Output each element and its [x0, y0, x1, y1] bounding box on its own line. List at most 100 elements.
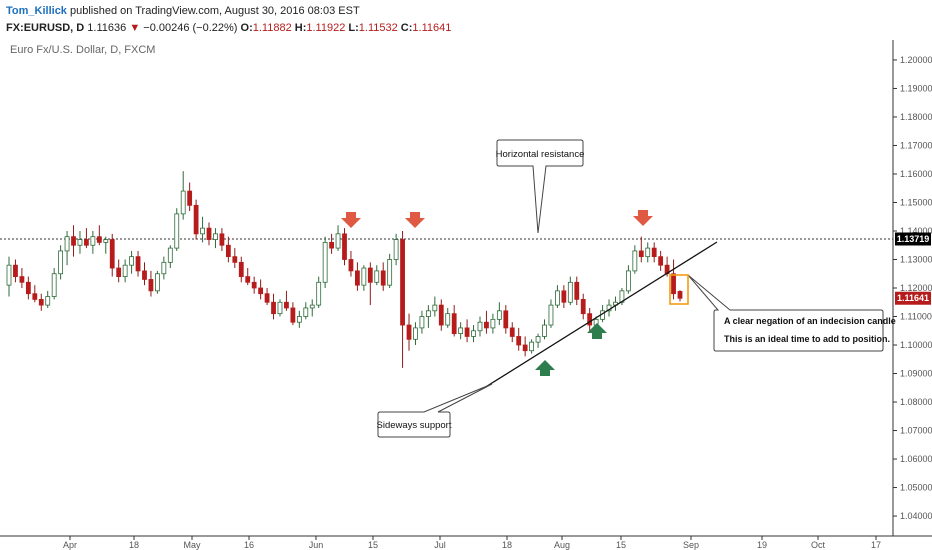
- candle-body[interactable]: [496, 310, 502, 320]
- candle-body[interactable]: [135, 256, 141, 272]
- candle-body[interactable]: [271, 301, 276, 315]
- candle-body[interactable]: [316, 281, 322, 306]
- candle-body[interactable]: [296, 316, 302, 323]
- candle-body[interactable]: [632, 250, 638, 272]
- candle-body[interactable]: [464, 327, 470, 337]
- candle-body[interactable]: [116, 267, 122, 277]
- candle-body[interactable]: [238, 261, 244, 277]
- candle-body[interactable]: [161, 261, 167, 275]
- candle-body[interactable]: [277, 301, 283, 315]
- candle-body[interactable]: [51, 273, 57, 297]
- candle-body[interactable]: [677, 291, 683, 299]
- candle-body[interactable]: [509, 327, 515, 337]
- candle-body[interactable]: [374, 270, 380, 283]
- trendline[interactable]: [483, 241, 718, 389]
- candle-body[interactable]: [406, 324, 412, 340]
- candle-body[interactable]: [32, 293, 38, 300]
- candle-body[interactable]: [45, 296, 51, 306]
- y-axis[interactable]: 1.20000 1.19000 1.18000 1.17000 1.16000 1.150…: [893, 55, 932, 521]
- x-axis[interactable]: Apr 18 May 16 Jun 15 Jul 18 Aug 15 Sep 19 Oct 17: [63, 536, 881, 550]
- candle-body[interactable]: [335, 233, 341, 249]
- candle-body[interactable]: [174, 213, 180, 249]
- candle-body[interactable]: [580, 299, 586, 315]
- candle-body[interactable]: [309, 304, 315, 309]
- candle-body[interactable]: [638, 250, 644, 258]
- candle-body[interactable]: [529, 341, 535, 352]
- candle-body[interactable]: [425, 310, 431, 317]
- candle-body[interactable]: [651, 247, 657, 258]
- candle-body[interactable]: [129, 256, 134, 266]
- candle-body[interactable]: [387, 259, 393, 286]
- candle-body[interactable]: [342, 233, 347, 260]
- candle-body[interactable]: [303, 307, 309, 317]
- candle-body[interactable]: [445, 313, 451, 326]
- candle-body[interactable]: [64, 236, 70, 252]
- candle-body[interactable]: [548, 304, 554, 326]
- candle-body[interactable]: [96, 236, 102, 243]
- candle-body[interactable]: [25, 281, 31, 295]
- candle-body[interactable]: [458, 327, 464, 335]
- candle-body[interactable]: [251, 281, 257, 289]
- candle-body[interactable]: [284, 301, 289, 309]
- candle-body[interactable]: [522, 344, 528, 352]
- candle-body[interactable]: [200, 227, 205, 235]
- candle-body[interactable]: [258, 287, 264, 295]
- candle-body[interactable]: [484, 321, 489, 329]
- candle-body[interactable]: [477, 321, 483, 332]
- candle-body[interactable]: [167, 247, 173, 263]
- candle-body[interactable]: [451, 313, 457, 335]
- candle-body[interactable]: [361, 267, 367, 286]
- candle-body[interactable]: [413, 327, 418, 340]
- candle-body[interactable]: [154, 273, 160, 292]
- candle-body[interactable]: [645, 247, 651, 258]
- negation-callout-box[interactable]: [687, 274, 884, 352]
- support-callout-box[interactable]: [377, 383, 493, 438]
- candle-body[interactable]: [471, 330, 476, 337]
- candle-body[interactable]: [658, 256, 664, 266]
- candle-body[interactable]: [225, 244, 231, 258]
- candle-body[interactable]: [90, 236, 96, 246]
- candle-body[interactable]: [142, 270, 147, 280]
- candle-body[interactable]: [329, 241, 334, 249]
- candle-body[interactable]: [109, 239, 115, 269]
- candle-body[interactable]: [38, 299, 44, 306]
- candle-body[interactable]: [13, 264, 18, 277]
- candle-body[interactable]: [290, 307, 296, 323]
- candle-body[interactable]: [393, 239, 399, 260]
- candle-body[interactable]: [71, 236, 76, 246]
- candle-body[interactable]: [245, 276, 251, 283]
- candle-body[interactable]: [542, 324, 547, 337]
- candle-body[interactable]: [503, 310, 509, 329]
- candle-body[interactable]: [103, 239, 109, 243]
- candle-body[interactable]: [380, 270, 386, 286]
- candle-body[interactable]: [400, 239, 405, 326]
- candle-body[interactable]: [574, 281, 580, 300]
- candle-body[interactable]: [555, 290, 560, 306]
- candle-body[interactable]: [264, 293, 270, 303]
- candle-body[interactable]: [671, 273, 676, 295]
- candle-body[interactable]: [58, 250, 64, 275]
- candle-body[interactable]: [6, 264, 12, 286]
- candle-body[interactable]: [148, 279, 154, 292]
- candle-body[interactable]: [438, 304, 444, 326]
- candle-body[interactable]: [561, 290, 567, 303]
- candle-body[interactable]: [367, 267, 373, 283]
- candle-body[interactable]: [193, 204, 199, 235]
- resistance-callout-box[interactable]: [496, 139, 584, 234]
- candle-body[interactable]: [213, 233, 218, 240]
- candle-body[interactable]: [348, 259, 354, 272]
- candle-body[interactable]: [84, 239, 89, 246]
- candle-body[interactable]: [516, 336, 522, 346]
- candle-body[interactable]: [322, 241, 328, 283]
- candle-body[interactable]: [432, 304, 438, 312]
- author-link[interactable]: Tom_Killick: [6, 5, 67, 17]
- plot-area[interactable]: [0, 40, 893, 535]
- candle-body[interactable]: [206, 227, 212, 240]
- candle-body[interactable]: [587, 313, 593, 326]
- candle-body[interactable]: [490, 318, 496, 329]
- candle-body[interactable]: [122, 264, 128, 277]
- candle-body[interactable]: [219, 233, 225, 246]
- candle-body[interactable]: [567, 281, 573, 303]
- candle-body[interactable]: [625, 270, 631, 292]
